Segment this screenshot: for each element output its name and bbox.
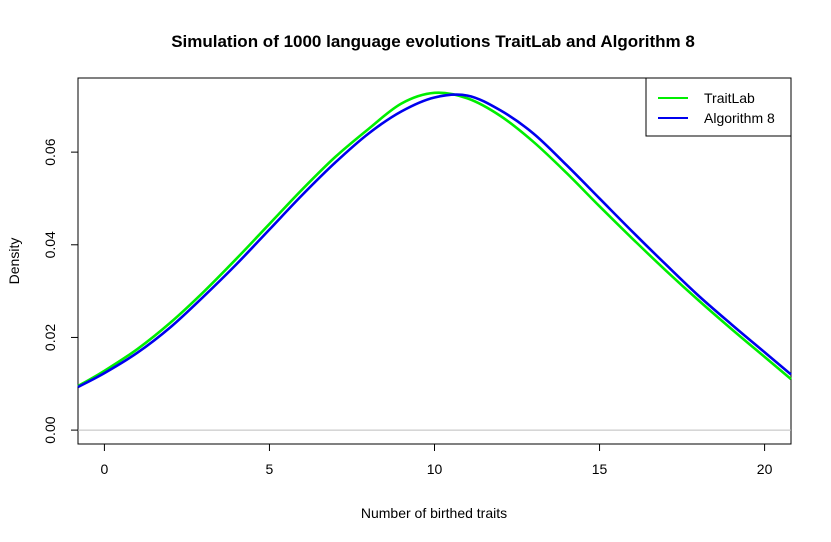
legend-box bbox=[645, 77, 792, 137]
series-lines bbox=[77, 91, 792, 389]
x-tick-label: 20 bbox=[757, 461, 773, 477]
y-tick-label: 0.04 bbox=[42, 231, 58, 258]
series-line-algorithm-8 bbox=[77, 93, 792, 389]
x-axis: 0 5 10 15 20 bbox=[101, 444, 773, 477]
x-tick-label: 5 bbox=[266, 461, 274, 477]
y-axis: 0.00 0.02 0.04 0.06 bbox=[42, 138, 78, 444]
x-tick-label: 15 bbox=[592, 461, 608, 477]
y-tick-label: 0.06 bbox=[42, 138, 58, 165]
legend-label-algorithm-8: Algorithm 8 bbox=[704, 110, 775, 126]
legend-label-traitlab: TraitLab bbox=[704, 90, 755, 106]
x-tick-label: 0 bbox=[101, 461, 109, 477]
y-tick-label: 0.02 bbox=[42, 324, 58, 351]
chart-title: Simulation of 1000 language evolutions T… bbox=[171, 32, 695, 51]
series-line-traitlab bbox=[77, 91, 792, 388]
y-tick-label: 0.00 bbox=[42, 416, 58, 443]
x-axis-label: Number of birthed traits bbox=[361, 505, 507, 521]
x-tick-label: 10 bbox=[427, 461, 443, 477]
y-axis-label: Density bbox=[6, 238, 22, 285]
legend: TraitLab Algorithm 8 bbox=[645, 77, 792, 137]
